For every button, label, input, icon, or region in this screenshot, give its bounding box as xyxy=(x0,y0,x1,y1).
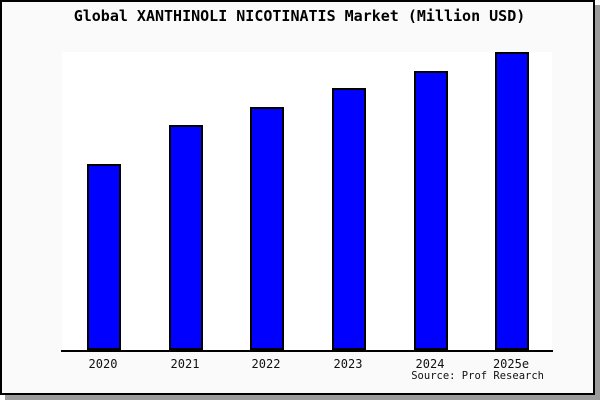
x-tick-label-2021: 2021 xyxy=(170,357,200,371)
bar-2021 xyxy=(169,125,203,350)
chart-card: Global XANTHINOLI NICOTINATIS Market (Mi… xyxy=(0,0,595,395)
x-tick-label-2024: 2024 xyxy=(415,357,445,371)
bar-2025e xyxy=(495,52,529,350)
x-tick-label-2022: 2022 xyxy=(251,357,281,371)
x-axis-line xyxy=(61,350,553,352)
chart-title: Global XANTHINOLI NICOTINATIS Market (Mi… xyxy=(73,7,526,25)
plot-area xyxy=(62,52,552,350)
source-attribution: Source: Prof Research xyxy=(411,370,544,382)
x-tick-label-2023: 2023 xyxy=(333,357,363,371)
x-tick-label-2020: 2020 xyxy=(88,357,118,371)
bar-2024 xyxy=(414,71,448,350)
bar-2022 xyxy=(250,107,284,350)
x-tick-label-2025e: 2025e xyxy=(492,357,530,371)
bar-2020 xyxy=(87,164,121,350)
bar-2023 xyxy=(332,88,366,350)
